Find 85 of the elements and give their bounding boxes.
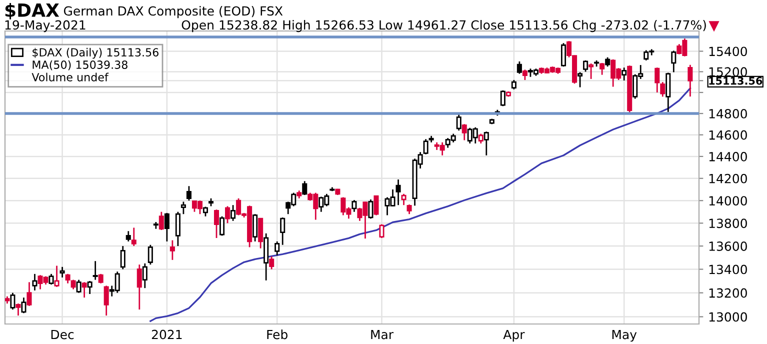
candlestick — [302, 180, 308, 196]
candlestick — [666, 72, 671, 113]
candlestick — [142, 262, 148, 289]
candlestick — [65, 273, 70, 284]
x-tick-label: May — [612, 330, 637, 342]
y-tick-label: 15113.56 — [709, 76, 762, 85]
candlestick — [170, 240, 175, 261]
y-tick-label: 14200 — [709, 174, 747, 184]
x-tick-label: Feb — [267, 330, 288, 340]
candlestick — [136, 264, 142, 310]
candlestick — [180, 201, 186, 215]
candlestick — [104, 285, 109, 316]
candlestick — [252, 213, 258, 242]
candlestick — [560, 42, 566, 68]
candlestick — [374, 194, 379, 216]
y-tick-label: 13400 — [709, 264, 747, 274]
candlestick — [225, 206, 230, 224]
candlestick — [578, 72, 583, 88]
candlestick — [423, 138, 428, 155]
candlestick — [654, 66, 660, 94]
candlestick — [164, 212, 170, 242]
candlestick — [671, 50, 676, 73]
candlestick — [352, 199, 357, 213]
y-tick-label: 13600 — [709, 242, 747, 251]
candlestick — [26, 281, 32, 307]
candlestick — [60, 266, 65, 278]
candlestick — [126, 230, 131, 242]
candlestick — [175, 211, 180, 247]
x-tick-label: Apr — [503, 330, 525, 342]
annotation: 19-May-2021 — [5, 20, 86, 32]
candlestick — [82, 281, 87, 298]
x-tick-label: Dec — [51, 330, 74, 340]
candlestick — [230, 204, 236, 222]
candlestick — [92, 260, 98, 281]
y-tick-label: 14600 — [709, 130, 747, 140]
y-tick-label: 13200 — [709, 288, 747, 298]
candlestick — [516, 60, 522, 74]
candlestick — [274, 240, 280, 256]
candlestick — [87, 280, 92, 295]
candlestick — [462, 123, 467, 141]
y-tick-label: 14000 — [709, 196, 747, 206]
candlestick — [70, 279, 76, 290]
candlestick — [148, 244, 153, 266]
candlestick — [131, 227, 136, 247]
candlestick — [511, 79, 516, 90]
line-series — [150, 88, 692, 322]
candlestick — [98, 273, 104, 284]
chart-title: $DAX — [5, 3, 60, 20]
candlestick — [379, 224, 384, 239]
y-tick-label: 15400 — [709, 46, 747, 56]
candlestick — [605, 56, 610, 68]
y-tick-label: 13000 — [709, 312, 747, 322]
chart-subtitle: German DAX Composite (EOD) FSX — [64, 6, 283, 18]
candlestick — [401, 193, 406, 206]
candlestick — [688, 64, 693, 98]
candlestick — [214, 208, 220, 239]
candlestick — [456, 112, 462, 132]
y-tick-label: 14400 — [709, 152, 747, 162]
candlestick — [600, 62, 605, 76]
candlestick — [186, 185, 192, 202]
candlestick — [660, 81, 666, 98]
candlestick — [258, 217, 264, 250]
candlestick — [220, 216, 225, 236]
annotation: Open 15238.82 High 15266.53 Low 14961.27 Close 15113.56 Chg -273.02 (-1.77%) — [182, 20, 706, 32]
candlestick — [158, 211, 164, 231]
candlestick — [368, 198, 374, 220]
candlestick — [280, 216, 286, 246]
candlestick — [32, 273, 38, 292]
candlestick — [16, 302, 21, 316]
candlestick — [120, 245, 126, 270]
y-tick-label: 14800 — [709, 108, 747, 118]
candlestick — [10, 292, 16, 310]
candlestick — [76, 279, 82, 294]
x-tick-label: Mar — [371, 330, 394, 340]
candlestick — [622, 66, 627, 82]
annotation: Volume undef — [32, 72, 109, 82]
x-tick-label: 2021 — [152, 330, 182, 340]
candlestick — [269, 256, 274, 270]
candlestick — [522, 68, 528, 81]
candlestick — [396, 178, 401, 206]
legend-label: MA(50) 15039.38 — [32, 60, 128, 70]
candlestick — [21, 296, 26, 314]
candlestick — [406, 204, 412, 215]
y-tick-label: 13800 — [709, 218, 747, 228]
legend-label: $DAX (Daily) 15113.56 — [32, 48, 158, 59]
